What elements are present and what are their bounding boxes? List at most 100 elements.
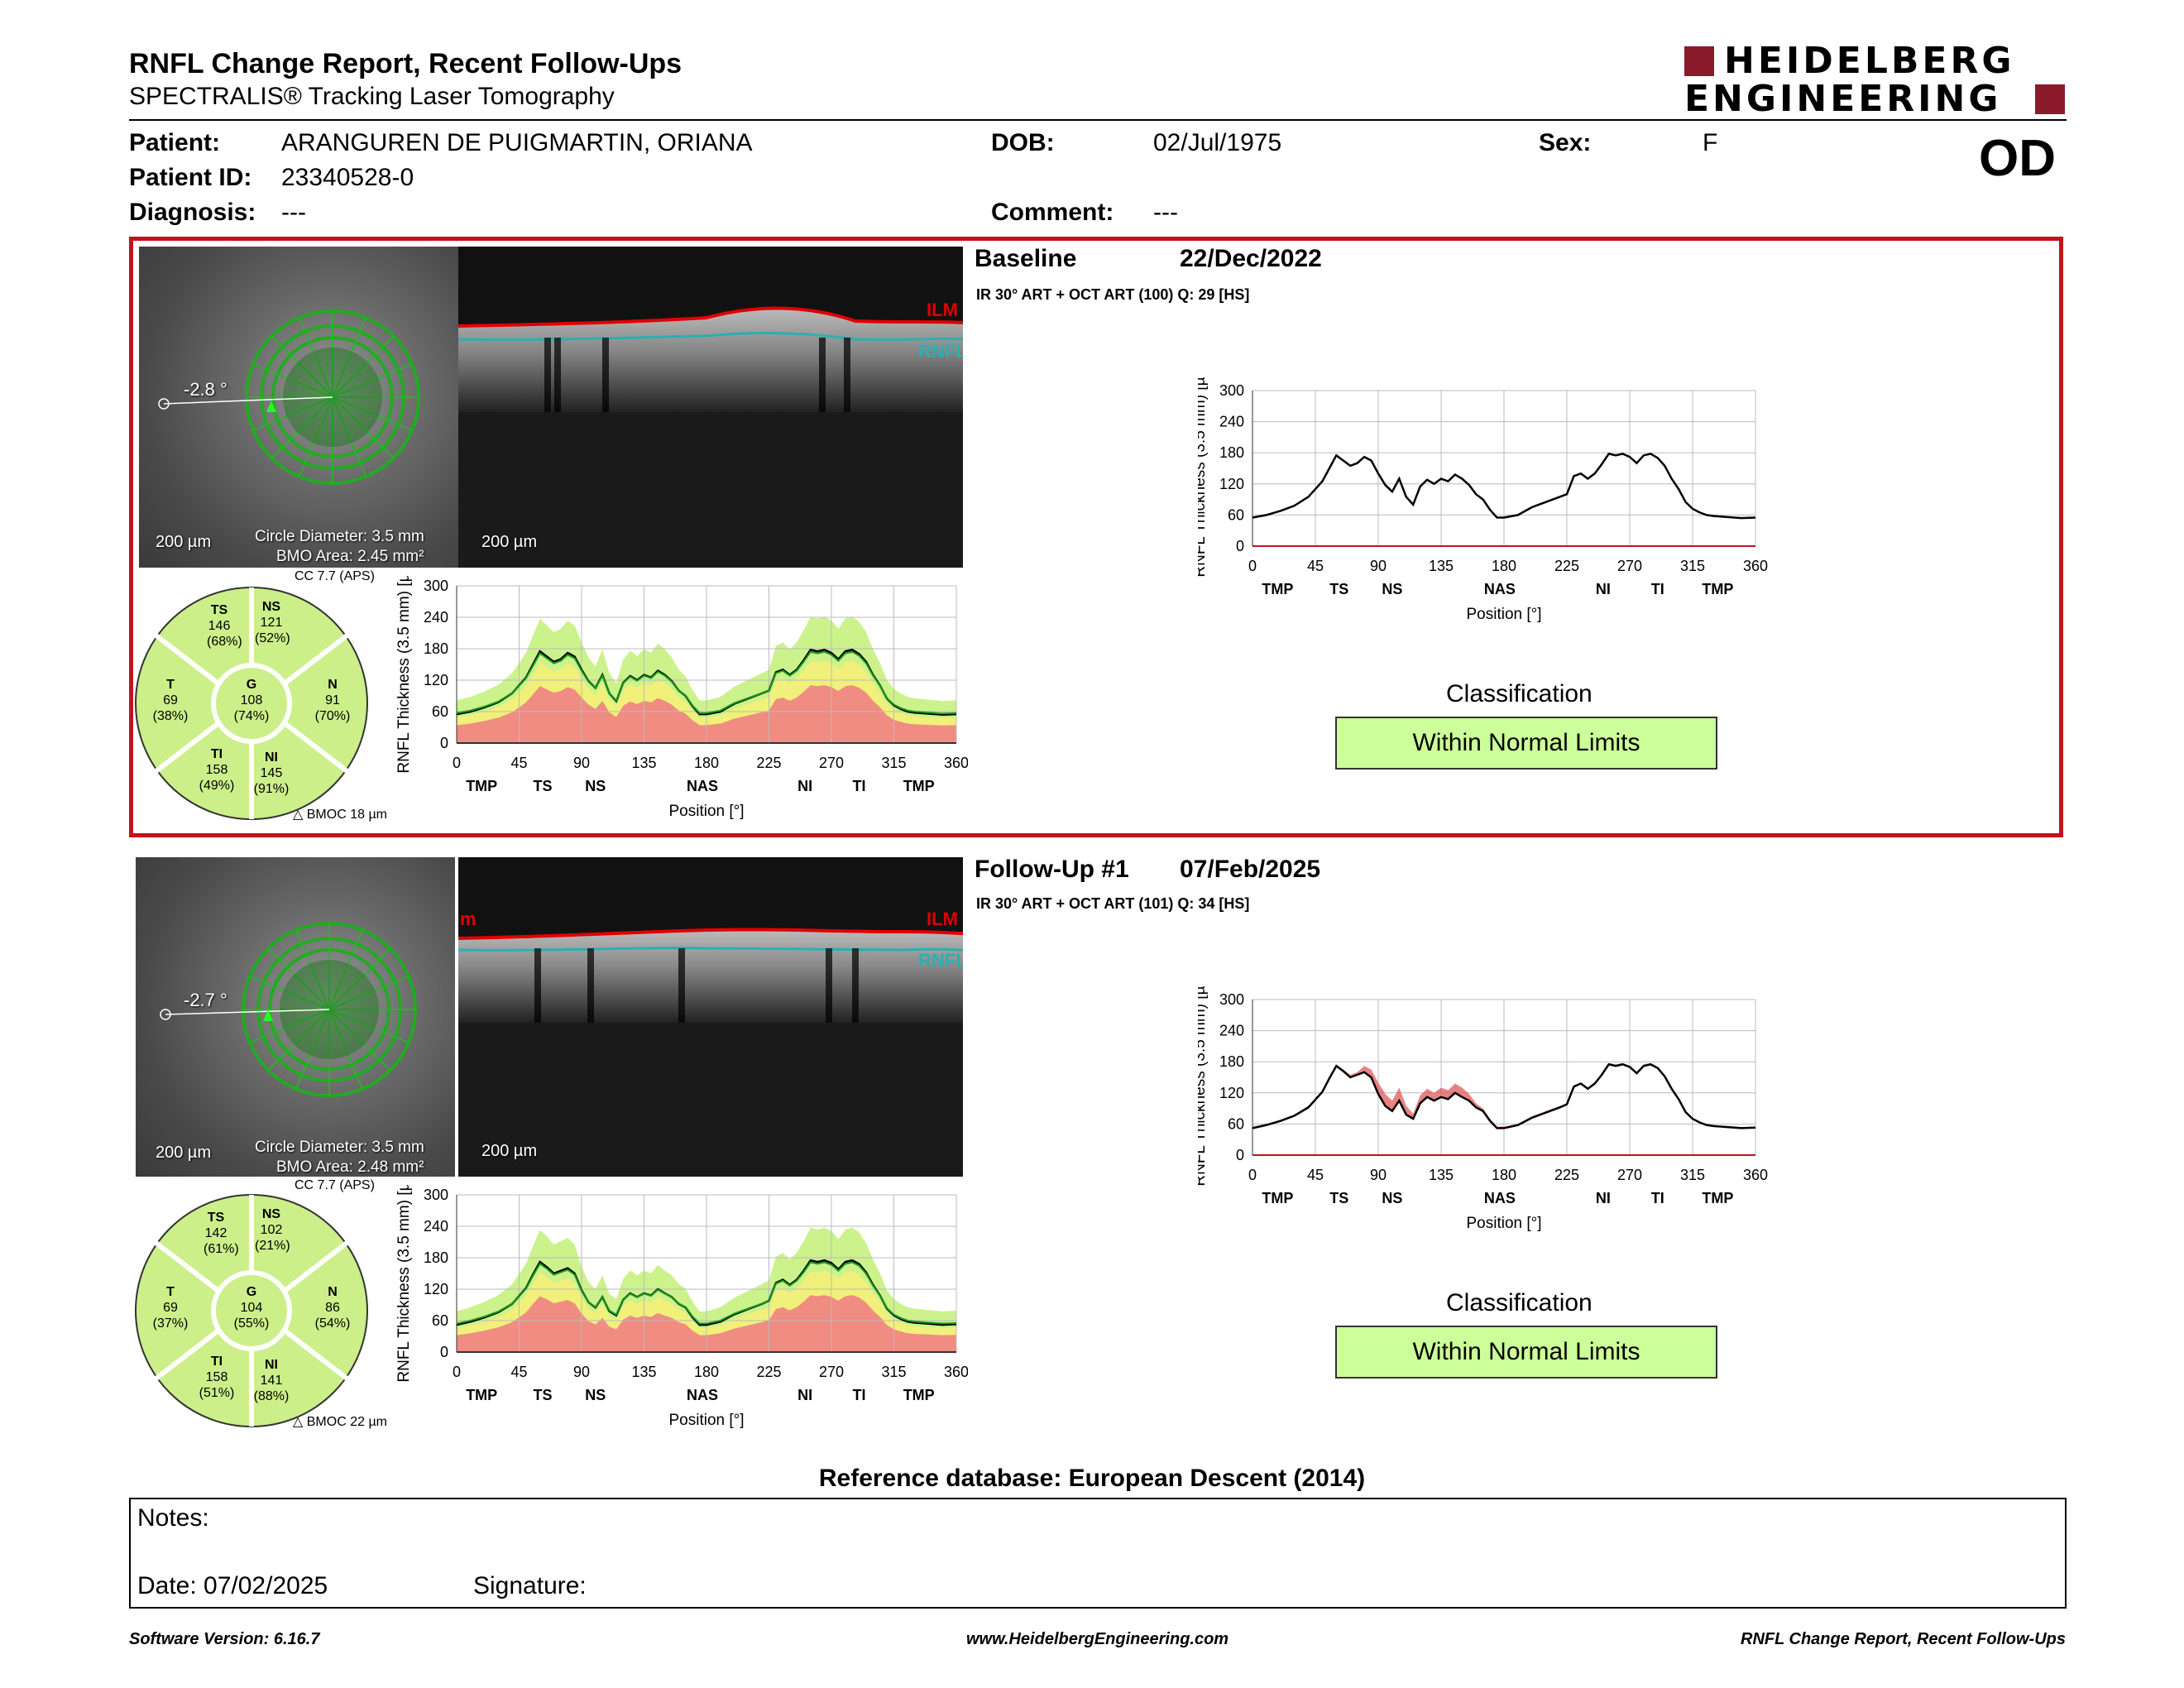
y-axis-label: RNFL Thickness (3.5 mm) [µm] — [1198, 986, 1209, 1187]
patient-name: ARANGUREN DE PUIGMARTIN, ORIANA — [281, 129, 753, 156]
sector-label: TS — [534, 778, 553, 794]
x-tick-label: 225 — [1554, 1167, 1579, 1183]
y-tick-label: 180 — [424, 640, 448, 657]
oct-bscan-image: m ILM RNFL 200 µm — [458, 857, 963, 1177]
bmo-area: BMO Area: 2.48 mm² — [276, 1158, 424, 1176]
x-tick-label: 315 — [1680, 1167, 1705, 1183]
sector-label: NS — [585, 1387, 606, 1403]
x-tick-label: 225 — [756, 1364, 781, 1380]
x-tick-label: 180 — [1492, 558, 1516, 574]
sex-value: F — [1703, 129, 1718, 156]
x-tick-label: 135 — [1429, 1167, 1454, 1183]
fundus-image: -2.8 ° 200 µm Circle Diameter: 3.5 mm BM… — [139, 247, 458, 568]
sector-label: TS — [534, 1387, 553, 1403]
rnfl-thickness-line — [1252, 453, 1756, 520]
sector-label: TS — [1329, 1190, 1348, 1206]
sector-label: NAS — [1484, 581, 1516, 597]
x-tick-label: 135 — [631, 755, 656, 771]
logo-square-icon — [1684, 46, 1714, 76]
bscan-scale-bar: 200 µm — [481, 533, 538, 551]
y-tick-label: 0 — [440, 1344, 448, 1360]
sector-label: NI — [1596, 581, 1611, 597]
y-tick-label: 0 — [440, 735, 448, 751]
notes-box: Notes: Date: 07/02/2025 Signature: — [129, 1498, 2067, 1609]
sector-ns: NS 102 (21%) — [255, 1207, 290, 1253]
comment-label: Comment: — [991, 199, 1114, 226]
sector-ts: TS 146 (68%) — [207, 603, 242, 649]
sector-label: TI — [1651, 581, 1664, 597]
patient-id-label: Patient ID: — [129, 164, 252, 191]
rnfl-thickness-line — [456, 1259, 957, 1326]
y-tick-label: 60 — [432, 1312, 448, 1329]
sector-diagram — [135, 1194, 368, 1427]
logo-square-icon — [2035, 84, 2065, 114]
exam-label: Follow-Up #1 — [975, 856, 1129, 883]
x-tick-label: 135 — [1429, 558, 1454, 574]
bmo-area: BMO Area: 2.45 mm² — [276, 548, 424, 565]
sector-label: NI — [797, 778, 812, 794]
x-tick-label: 45 — [1307, 558, 1324, 574]
sector-ti: TI 158 (49%) — [199, 747, 235, 793]
sector-label: TS — [1329, 581, 1348, 597]
x-tick-label: 0 — [453, 755, 461, 771]
sector-label: NS — [585, 778, 606, 794]
sector-label: NAS — [687, 1387, 718, 1403]
rnfl-label: RNFL — [918, 950, 963, 971]
sector-label: NS — [1382, 1190, 1402, 1206]
x-tick-label: 45 — [510, 755, 527, 771]
rnfl-thickness-line — [1252, 1062, 1756, 1129]
x-tick-label: 180 — [694, 755, 719, 771]
sector-label: NAS — [1484, 1190, 1516, 1206]
normative-rnfl-chart: 0 60 120 180 240 300 0 45 90 135 180 225 270 315 360 TM… — [395, 1185, 968, 1429]
fundus-scale-bar: 200 µm — [156, 533, 212, 551]
x-tick-label: 315 — [1680, 558, 1705, 574]
sector-label: NI — [1596, 1190, 1611, 1206]
x-tick-label: 270 — [819, 755, 844, 771]
sector-n: N 91 (70%) — [314, 678, 351, 723]
footer-report-name: RNFL Change Report, Recent Follow-Ups — [1741, 1630, 2066, 1648]
exam-date: 22/Dec/2022 — [1180, 245, 1322, 272]
header-divider — [129, 119, 2067, 121]
y-tick-label: 240 — [1219, 1023, 1244, 1039]
sector-label: TMP — [1702, 581, 1733, 597]
rnfl-profile-chart: 0 60 120 180 240 300 0 45 90 135 180 225 270 315 360 TM… — [1198, 986, 1768, 1232]
ilm-label-partial: m — [460, 909, 477, 929]
rnfl-thickness-line — [456, 648, 957, 717]
bmoc-value: △ BMOC 18 µm — [293, 808, 387, 822]
sector-ns: NS 121 (52%) — [255, 600, 290, 645]
fundus-scale-bar: 200 µm — [156, 1144, 212, 1162]
cc-value: CC 7.7 (APS) — [295, 569, 375, 583]
y-tick-label: 120 — [424, 672, 448, 688]
software-version: Software Version: 6.16.7 — [129, 1630, 320, 1648]
x-tick-label: 90 — [1370, 558, 1387, 574]
y-tick-label: 120 — [1219, 476, 1244, 492]
y-tick-label: 240 — [1219, 414, 1244, 430]
onh-scan-circle-overlay — [158, 309, 420, 485]
ilm-label: ILM — [927, 300, 958, 320]
x-axis-label: Position [°] — [668, 803, 744, 820]
y-tick-label: 240 — [424, 1218, 448, 1235]
website-link[interactable]: www.HeidelbergEngineering.com — [966, 1630, 1229, 1648]
diagnosis-label: Diagnosis: — [129, 199, 256, 226]
y-tick-label: 300 — [1219, 382, 1244, 399]
heidelberg-logo: HEIDELBERG ENGINEERING — [1684, 40, 2065, 120]
circle-diameter: Circle Diameter: 3.5 mm — [255, 528, 424, 545]
y-axis-label: RNFL Thickness (3.5 mm) [µm] — [395, 1185, 413, 1383]
x-tick-label: 315 — [881, 755, 906, 771]
y-axis-label: RNFL Thickness (3.5 mm) [µm] — [1198, 377, 1209, 578]
x-tick-label: 180 — [1492, 1167, 1516, 1183]
sector-label: TMP — [1262, 1190, 1293, 1206]
y-tick-label: 240 — [424, 609, 448, 626]
x-axis-label: Position [°] — [1466, 606, 1541, 623]
x-tick-label: 0 — [453, 1364, 461, 1380]
signature-label: Signature: — [473, 1572, 587, 1599]
x-tick-label: 135 — [631, 1364, 656, 1380]
x-tick-label: 270 — [1617, 1167, 1642, 1183]
notes-date: Date: 07/02/2025 — [137, 1572, 328, 1599]
sector-g: G 108 (74%) — [233, 678, 270, 723]
x-tick-label: 315 — [881, 1364, 906, 1380]
x-tick-label: 360 — [944, 755, 968, 771]
dob-value: 02/Jul/1975 — [1153, 129, 1282, 156]
y-tick-label: 0 — [1236, 538, 1244, 554]
eye-indicator: OD — [1979, 130, 2056, 187]
